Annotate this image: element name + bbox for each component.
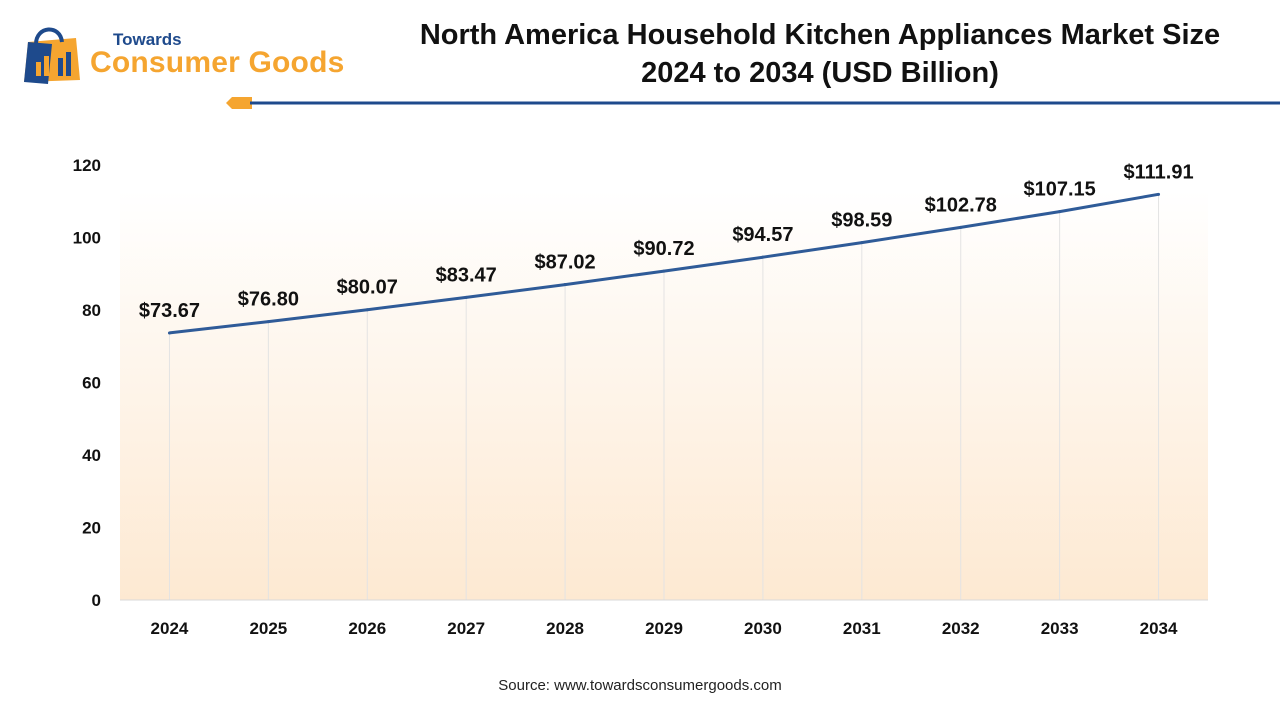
data-point bbox=[761, 255, 765, 259]
data-point bbox=[563, 283, 567, 287]
x-tick-label: 2030 bbox=[744, 619, 782, 638]
y-tick-label: 60 bbox=[82, 374, 101, 393]
x-tick-label: 2027 bbox=[447, 619, 485, 638]
x-tick-label: 2031 bbox=[843, 619, 881, 638]
data-point bbox=[860, 241, 864, 245]
y-tick-label: 20 bbox=[82, 519, 101, 538]
y-tick-label: 40 bbox=[82, 446, 101, 465]
data-point bbox=[1058, 210, 1062, 214]
x-tick-label: 2032 bbox=[942, 619, 980, 638]
data-label: $111.91 bbox=[1123, 161, 1193, 183]
y-tick-label: 120 bbox=[73, 156, 101, 175]
x-tick-label: 2025 bbox=[249, 619, 287, 638]
x-tick-label: 2029 bbox=[645, 619, 683, 638]
x-tick-label: 2024 bbox=[151, 619, 189, 638]
data-point bbox=[959, 225, 963, 229]
y-tick-label: 0 bbox=[92, 591, 101, 610]
data-label: $87.02 bbox=[535, 252, 596, 274]
data-label: $94.57 bbox=[732, 224, 793, 246]
title-divider bbox=[226, 97, 1280, 109]
data-label: $80.07 bbox=[337, 277, 398, 299]
data-label: $76.80 bbox=[238, 289, 299, 311]
data-point bbox=[167, 331, 171, 335]
x-tick-label: 2026 bbox=[348, 619, 386, 638]
y-tick-label: 80 bbox=[82, 301, 101, 320]
data-point bbox=[464, 295, 468, 299]
chart-title-line1: North America Household Kitchen Applianc… bbox=[419, 19, 1221, 51]
x-tick-label: 2028 bbox=[546, 619, 584, 638]
source-note: Source: www.towardsconsumergoods.com bbox=[498, 677, 782, 694]
shopping-bag-icon bbox=[24, 27, 80, 84]
brand-logo: Towards Consumer Goods bbox=[18, 18, 368, 88]
data-point bbox=[1157, 192, 1161, 196]
chart-title-line2: 2024 to 2034 (USD Billion) bbox=[641, 57, 999, 89]
chart-title: North America Household Kitchen Applianc… bbox=[380, 16, 1260, 92]
data-label: $73.67 bbox=[139, 300, 200, 322]
data-point bbox=[662, 269, 666, 273]
x-tick-label: 2033 bbox=[1041, 619, 1079, 638]
x-tick-label: 2034 bbox=[1140, 619, 1178, 638]
brand-towards: Towards bbox=[113, 30, 182, 49]
brand-name: Consumer Goods bbox=[90, 46, 345, 79]
y-tick-label: 100 bbox=[73, 229, 101, 248]
data-point bbox=[365, 308, 369, 312]
data-label: $90.72 bbox=[633, 238, 694, 260]
data-point bbox=[266, 320, 270, 324]
data-label: $98.59 bbox=[831, 210, 892, 232]
data-label: $107.15 bbox=[1023, 179, 1095, 201]
data-label: $102.78 bbox=[925, 194, 997, 216]
data-label: $83.47 bbox=[436, 264, 497, 286]
